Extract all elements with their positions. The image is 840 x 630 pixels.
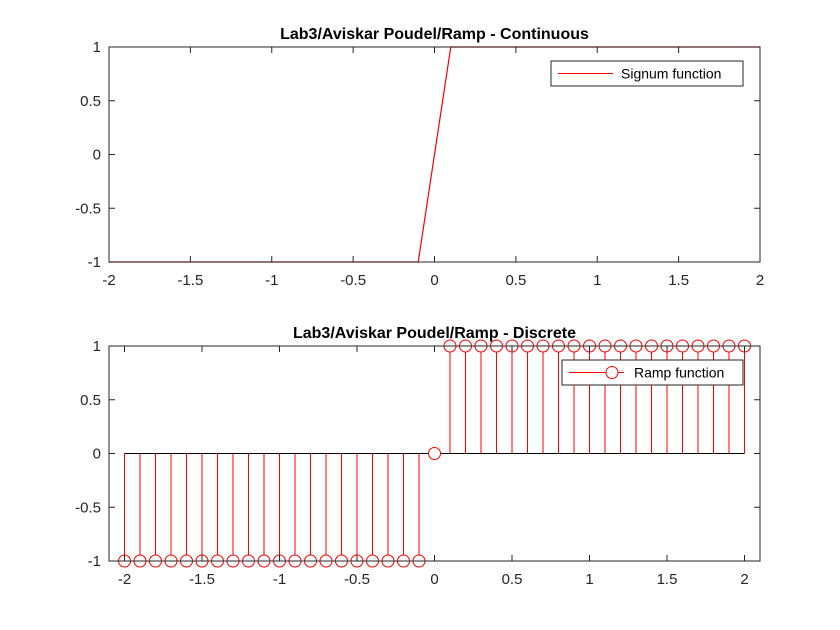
continuous-x-tick-label: -1 [265, 272, 278, 289]
continuous-y-tick-label: 0.5 [80, 93, 101, 110]
continuous-axes-box [108, 46, 761, 263]
discrete-axes-box [108, 345, 761, 562]
continuous-y-tick-label: 1 [93, 39, 101, 56]
continuous-x-tick-label: 0.5 [505, 272, 526, 289]
discrete-stem-marker [428, 447, 441, 460]
discrete-y-tick-label: 0 [93, 446, 101, 463]
discrete-legend: Ramp function [561, 359, 744, 386]
discrete-plot-title: Lab3/Aviskar Poudel/Ramp - Discrete [293, 325, 576, 342]
continuous-plot-title: Lab3/Aviskar Poudel/Ramp - Continuous [280, 26, 589, 43]
continuous-y-tick-label: -0.5 [75, 200, 101, 217]
discrete-y-tick-label: -1 [88, 553, 101, 570]
discrete-x-tick-label: 0 [430, 571, 438, 588]
discrete-x-tick-label: 0.5 [502, 571, 523, 588]
continuous-x-tick-label: -0.5 [340, 272, 366, 289]
continuous-ticks: -2 -1.5 -1 -0.5 0 0.5 1 1.5 2 -1 -0.5 0 0.5 1 [75, 39, 764, 289]
continuous-x-tick-label: 1.5 [668, 272, 689, 289]
discrete-x-tick-label: -1 [273, 571, 286, 588]
discrete-y-tick-label: 1 [93, 338, 101, 355]
continuous-plot: Lab3/Aviskar Poudel/Ramp - Continuous -2… [75, 26, 764, 289]
discrete-legend-label: Ramp function [634, 365, 724, 381]
continuous-x-tick-label: -2 [102, 272, 115, 289]
continuous-x-tick-label: 0 [430, 272, 438, 289]
discrete-x-tick-label: -1.5 [189, 571, 215, 588]
discrete-x-tick-label: -0.5 [344, 571, 370, 588]
continuous-x-tick-label: -1.5 [177, 272, 203, 289]
discrete-x-tick-label: -2 [118, 571, 131, 588]
discrete-plot: Lab3/Aviskar Poudel/Ramp - Discrete -2 -1… [75, 325, 761, 588]
discrete-y-tick-label: -0.5 [75, 499, 101, 516]
continuous-y-tick-label: -1 [88, 254, 101, 271]
discrete-x-tick-label: 1 [585, 571, 593, 588]
continuous-y-tick-label: 0 [93, 147, 101, 164]
discrete-x-tick-label: 2 [740, 571, 748, 588]
continuous-x-tick-label: 1 [593, 272, 601, 289]
continuous-legend: Signum function [550, 60, 744, 87]
discrete-x-tick-label: 1.5 [657, 571, 678, 588]
continuous-legend-label: Signum function [621, 66, 721, 82]
continuous-x-tick-label: 2 [756, 272, 764, 289]
discrete-legend-marker [605, 366, 619, 379]
discrete-y-tick-label: 0.5 [80, 392, 101, 409]
discrete-ticks: -2 -1.5 -1 -0.5 0 0.5 1 1.5 2 -1 -0.5 0 0.5 1 [75, 338, 760, 588]
